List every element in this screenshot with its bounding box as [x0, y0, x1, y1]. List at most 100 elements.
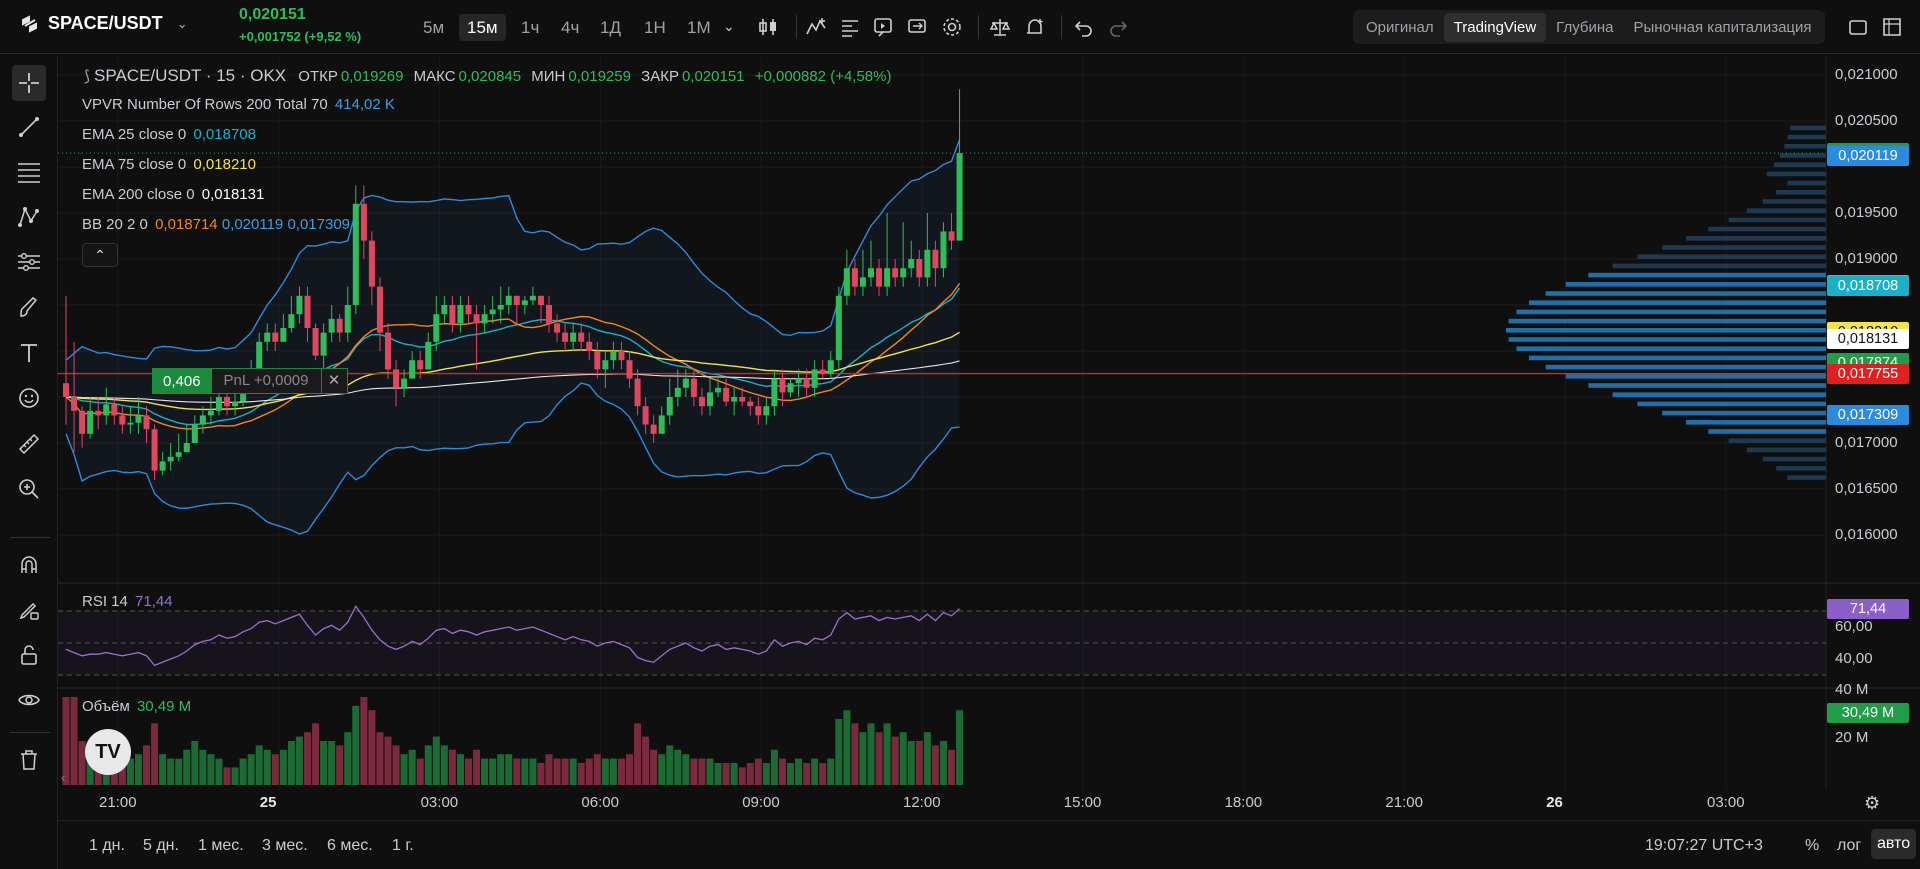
indicators-icon[interactable] [805, 16, 827, 38]
candle-body [264, 332, 271, 342]
timeframe-chevron-icon[interactable]: ⌄ [723, 18, 735, 34]
volume-bar [392, 745, 400, 785]
volume-bar [448, 749, 456, 785]
collapse-legend-button[interactable]: ⌃ [82, 243, 118, 267]
volume-bar [843, 710, 851, 785]
volume-bar [143, 745, 150, 785]
volume-profile-bar [1708, 226, 1826, 232]
ema25-line [65, 287, 961, 426]
crosshair-icon[interactable] [12, 65, 46, 101]
toolbar-divider [796, 15, 797, 39]
brush-icon[interactable] [13, 292, 45, 324]
low-value: 0,019259 [568, 68, 631, 85]
volume-bar [336, 745, 344, 785]
volume-profile-bar [1508, 337, 1826, 342]
bb-legend[interactable]: BB 20 2 0 0,018714 0,020119 0,017309 [82, 216, 350, 233]
eye-icon[interactable] [13, 684, 45, 716]
ema75-legend[interactable]: EMA 75 close 0 0,018210 [82, 156, 256, 173]
candle-body [360, 203, 367, 241]
pattern-icon[interactable] [13, 201, 45, 233]
view-market-cap[interactable]: Рыночная капитализация [1633, 18, 1812, 36]
ema200-legend[interactable]: EMA 200 close 0 0,018131 [82, 186, 264, 203]
chart-canvas[interactable] [0, 55, 1920, 820]
range-1d[interactable]: 1 дн. [89, 837, 125, 854]
timeframe-5m[interactable]: 5м [423, 18, 445, 37]
high-label: МАКС [413, 68, 456, 85]
auto-toggle[interactable]: авто [1871, 829, 1917, 859]
tradingview-logo[interactable]: TV [85, 729, 131, 775]
replay-icon[interactable] [872, 16, 894, 38]
rsi-legend[interactable]: RSI 14 71,44 [82, 593, 173, 610]
text-icon[interactable] [13, 337, 45, 369]
close-position-icon[interactable]: ✕ [321, 368, 348, 394]
range-1m[interactable]: 1 мес. [198, 837, 244, 854]
lock-drawings-icon[interactable] [13, 594, 45, 626]
candle-body [634, 378, 641, 407]
candle-body [787, 383, 794, 393]
zoom-icon[interactable] [13, 473, 45, 505]
position-line-label[interactable]: 0,406 PnL +0,0009 ✕ [152, 368, 348, 394]
ema25-legend[interactable]: EMA 25 close 0 0,018708 [82, 126, 256, 143]
ruler-icon[interactable] [13, 428, 45, 460]
candle-body [819, 369, 826, 374]
volume-profile-bar [1790, 125, 1826, 131]
redo-icon[interactable] [1107, 16, 1129, 38]
prediction-icon[interactable] [13, 246, 45, 278]
emoji-icon[interactable] [13, 382, 45, 414]
timeframe-1w[interactable]: 1Н [644, 18, 666, 37]
volume-bar [730, 763, 738, 785]
candle-body [135, 415, 142, 423]
compare-icon[interactable] [906, 16, 928, 38]
range-3m[interactable]: 3 мес. [262, 837, 308, 854]
timeframe-1h[interactable]: 1ч [521, 18, 540, 37]
lock-icon[interactable] [13, 639, 45, 671]
candle-body [586, 341, 593, 351]
timeframe-1mo[interactable]: 1М [687, 18, 711, 37]
scales-icon[interactable] [989, 16, 1011, 38]
magnet-icon[interactable] [13, 549, 45, 581]
time-axis-label: 26 [1546, 794, 1563, 811]
volume-bar [569, 758, 577, 785]
candle-body [666, 397, 673, 416]
settings-icon[interactable] [941, 16, 963, 38]
rsi-tag: 71,44 [1827, 598, 1909, 619]
range-5d[interactable]: 5 дн. [143, 837, 179, 854]
chevron-down-icon[interactable]: ⌄ [176, 15, 188, 31]
timeframe-15m[interactable]: 15м [459, 14, 506, 41]
fib-icon[interactable] [13, 156, 45, 188]
candle-body [900, 268, 907, 278]
candle-body [537, 295, 544, 305]
pair-selector[interactable]: SPACE/USDT ⌄ [20, 13, 188, 34]
vpvr-legend[interactable]: VPVR Number Of Rows 200 Total 70 414,02 … [82, 96, 395, 113]
timeframe-4h[interactable]: 4ч [561, 18, 580, 37]
view-depth[interactable]: Глубина [1556, 18, 1614, 36]
trash-icon[interactable] [13, 744, 45, 776]
utc-clock[interactable]: 19:07:27 UTC+3 [1645, 837, 1763, 854]
volume-profile-bar [1506, 328, 1826, 333]
list-icon[interactable] [839, 16, 861, 38]
candle-type-icon[interactable] [757, 16, 779, 38]
range-6m[interactable]: 6 мес. [327, 837, 373, 854]
screenshot-icon[interactable] [1881, 16, 1903, 38]
axis-settings-icon[interactable]: ⚙ [1864, 793, 1881, 813]
timeframe-1d[interactable]: 1Д [600, 18, 621, 37]
trendline-icon[interactable] [13, 111, 45, 143]
range-1y[interactable]: 1 г. [392, 837, 414, 854]
volume-bar [255, 745, 263, 785]
rsi-axis-label: 40,00 [1835, 650, 1873, 667]
collapse-toolbar-icon[interactable]: ‹ [61, 770, 66, 785]
percent-toggle[interactable]: % [1805, 837, 1820, 854]
volume-legend[interactable]: Объём 30,49 M [82, 698, 191, 715]
view-original[interactable]: Оригинал [1366, 18, 1434, 36]
volume-bar [223, 767, 231, 785]
volume-bar [295, 736, 303, 785]
fullscreen-icon[interactable] [1847, 16, 1869, 38]
undo-icon[interactable] [1073, 16, 1095, 38]
alert-icon[interactable] [1024, 16, 1046, 38]
candle-body [562, 332, 569, 342]
volume-profile-bar [1516, 309, 1826, 315]
view-tradingview[interactable]: TradingView [1443, 12, 1547, 42]
log-toggle[interactable]: лог [1837, 837, 1862, 854]
candle-body [191, 424, 198, 443]
volume-profile-bar [1516, 346, 1826, 351]
